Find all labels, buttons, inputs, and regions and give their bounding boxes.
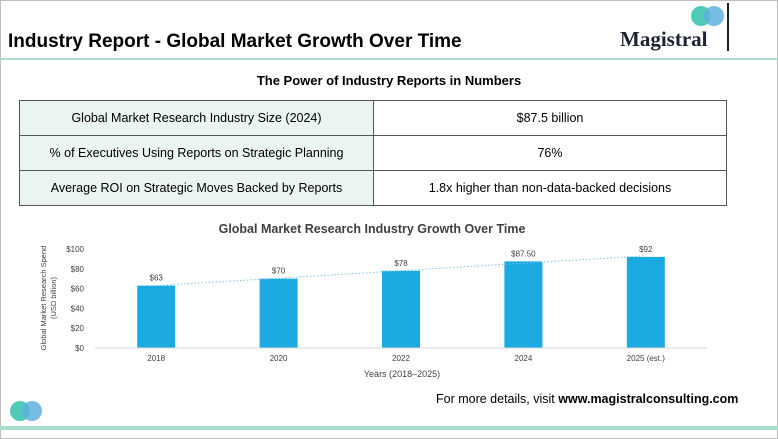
table-row: % of Executives Using Reports on Strateg… xyxy=(19,135,727,171)
y-tick-label: $40 xyxy=(71,304,85,313)
data-label: $78 xyxy=(394,259,408,268)
bar xyxy=(626,256,665,348)
bar xyxy=(259,278,298,348)
stat-value: 76% xyxy=(373,135,727,171)
x-tick-label: 2018 xyxy=(147,354,165,363)
footer-circles-icon xyxy=(10,401,42,421)
stats-table: Global Market Research Industry Size (20… xyxy=(19,100,727,206)
table-row: Global Market Research Industry Size (20… xyxy=(19,100,727,136)
x-tick-label: 2020 xyxy=(270,354,288,363)
data-label: $87.50 xyxy=(511,249,536,258)
chart-title: Global Market Research Industry Growth O… xyxy=(219,222,526,236)
page-title: Industry Report - Global Market Growth O… xyxy=(8,31,462,52)
header-divider xyxy=(0,58,778,60)
logo-divider xyxy=(727,3,729,51)
stat-label: Average ROI on Strategic Moves Backed by… xyxy=(19,170,374,206)
data-label: $70 xyxy=(272,267,286,276)
data-label: $63 xyxy=(150,274,164,283)
y-axis-label-line: (USD billion) xyxy=(49,276,58,319)
bar xyxy=(382,270,420,348)
stat-value: $87.5 billion xyxy=(373,100,727,136)
data-label: $92 xyxy=(639,245,653,254)
bar-chart: Global Market Research Industry Growth O… xyxy=(39,222,707,379)
section-heading: The Power of Industry Reports in Numbers xyxy=(256,73,522,88)
x-axis-label: Years (2018–2025) xyxy=(364,369,440,379)
footer-link[interactable]: www.magistralconsulting.com xyxy=(558,392,739,406)
bar xyxy=(504,261,543,348)
y-tick-label: $20 xyxy=(71,324,85,333)
x-tick-label: 2024 xyxy=(515,354,533,363)
y-axis-label-line: Global Market Research Spend xyxy=(39,246,48,351)
y-tick-label: $100 xyxy=(66,245,84,254)
footer-prefix: For more details, visit xyxy=(436,392,559,406)
stat-value: 1.8x higher than non-data-backed decisio… xyxy=(373,170,727,206)
logo-circles-icon xyxy=(691,6,724,26)
table-row: Average ROI on Strategic Moves Backed by… xyxy=(19,170,727,206)
y-axis-label: Global Market Research Spend (USD billio… xyxy=(39,246,58,351)
y-tick-label: $60 xyxy=(71,285,85,294)
y-tick-label: $80 xyxy=(71,265,85,274)
x-tick-label: 2022 xyxy=(392,354,410,363)
stat-label: % of Executives Using Reports on Strateg… xyxy=(19,135,374,171)
y-tick-label: $0 xyxy=(75,344,84,353)
x-tick-label: 2025 (est.) xyxy=(627,354,666,363)
brand-logo: Magistral xyxy=(620,27,708,51)
trendline xyxy=(156,255,646,287)
bar xyxy=(137,285,176,348)
footer-divider xyxy=(0,426,778,430)
stat-label: Global Market Research Industry Size (20… xyxy=(19,100,374,136)
footer-text: For more details, visit www.magistralcon… xyxy=(436,392,738,406)
